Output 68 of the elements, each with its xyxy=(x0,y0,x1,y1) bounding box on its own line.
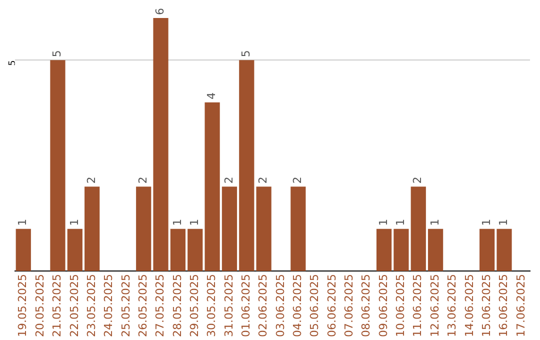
bar xyxy=(239,60,254,272)
x-tick-label: 08.06.2025 xyxy=(360,274,373,338)
data-label: 1 xyxy=(68,218,81,226)
x-tick-label: 05.06.2025 xyxy=(308,274,322,338)
x-tick-label: 09.06.2025 xyxy=(376,274,390,338)
bar xyxy=(410,186,426,272)
bar xyxy=(496,228,512,272)
data-label: 1 xyxy=(428,218,442,226)
data-label: 2 xyxy=(136,176,150,184)
bar xyxy=(67,228,82,272)
data-label: 5 xyxy=(240,50,252,58)
x-tick-label: 22.05.2025 xyxy=(68,274,81,338)
bar xyxy=(170,228,186,272)
x-tick-label: 15.06.2025 xyxy=(480,274,493,338)
data-label: 1 xyxy=(188,218,201,226)
x-tick-label: 07.06.2025 xyxy=(342,274,356,338)
x-tick-label: 27.05.2025 xyxy=(154,274,167,338)
x-tick-label: 23.05.2025 xyxy=(84,274,98,338)
bar xyxy=(188,228,203,272)
data-label: 5 xyxy=(50,50,64,58)
bar xyxy=(480,228,495,272)
x-tick-label: 20.05.2025 xyxy=(33,274,46,338)
bar xyxy=(153,18,168,272)
x-tick-label: 25.05.2025 xyxy=(119,274,132,338)
x-tick-label: 04.06.2025 xyxy=(291,274,304,338)
data-label: 1 xyxy=(497,218,510,226)
data-label: 6 xyxy=(154,8,167,15)
data-label: 2 xyxy=(256,176,270,184)
x-tick-label: 01.06.2025 xyxy=(240,274,252,338)
x-tick-label: 13.06.2025 xyxy=(446,274,459,338)
bar xyxy=(428,228,444,272)
bar xyxy=(84,186,100,272)
x-tick-label: 14.06.2025 xyxy=(462,274,476,338)
bar xyxy=(204,102,220,272)
x-tick-label: 12.06.2025 xyxy=(428,274,442,338)
data-label: 2 xyxy=(291,176,304,184)
data-label: 1 xyxy=(170,218,184,226)
bar xyxy=(136,186,152,272)
bar xyxy=(394,228,409,272)
x-tick-label: 26.05.2025 xyxy=(136,274,150,338)
x-tick-label: 24.05.2025 xyxy=(102,274,116,338)
data-label: 1 xyxy=(394,218,408,226)
bar xyxy=(290,186,306,272)
x-tick-label: 31.05.2025 xyxy=(222,274,236,338)
x-tick-label: 16.06.2025 xyxy=(497,274,510,338)
x-tick-label: 03.06.2025 xyxy=(274,274,287,338)
data-label: 1 xyxy=(16,218,30,226)
bar xyxy=(222,186,238,272)
data-label: 1 xyxy=(376,218,390,226)
x-tick-label: 11.06.2025 xyxy=(411,274,424,338)
data-label: 1 xyxy=(480,218,493,226)
bar xyxy=(256,186,272,272)
data-label: 4 xyxy=(205,92,218,100)
x-tick-label: 02.06.2025 xyxy=(256,274,270,338)
bar xyxy=(376,228,392,272)
bar xyxy=(50,60,66,272)
bar xyxy=(16,228,31,272)
x-tick-label: 28.05.2025 xyxy=(170,274,184,338)
x-tick-label: 29.05.2025 xyxy=(188,274,201,338)
data-label: 2 xyxy=(411,176,424,184)
x-tick-label: 19.05.2025 xyxy=(16,274,30,338)
data-label: 2 xyxy=(84,176,98,184)
data-label: 2 xyxy=(222,176,236,184)
x-tick-label: 17.06.2025 xyxy=(514,274,528,338)
x-tick-label: 10.06.2025 xyxy=(394,274,408,338)
x-tick-label: 21.05.2025 xyxy=(50,274,64,338)
x-tick-label: 06.06.2025 xyxy=(325,274,338,338)
x-tick-label: 30.05.2025 xyxy=(205,274,218,338)
